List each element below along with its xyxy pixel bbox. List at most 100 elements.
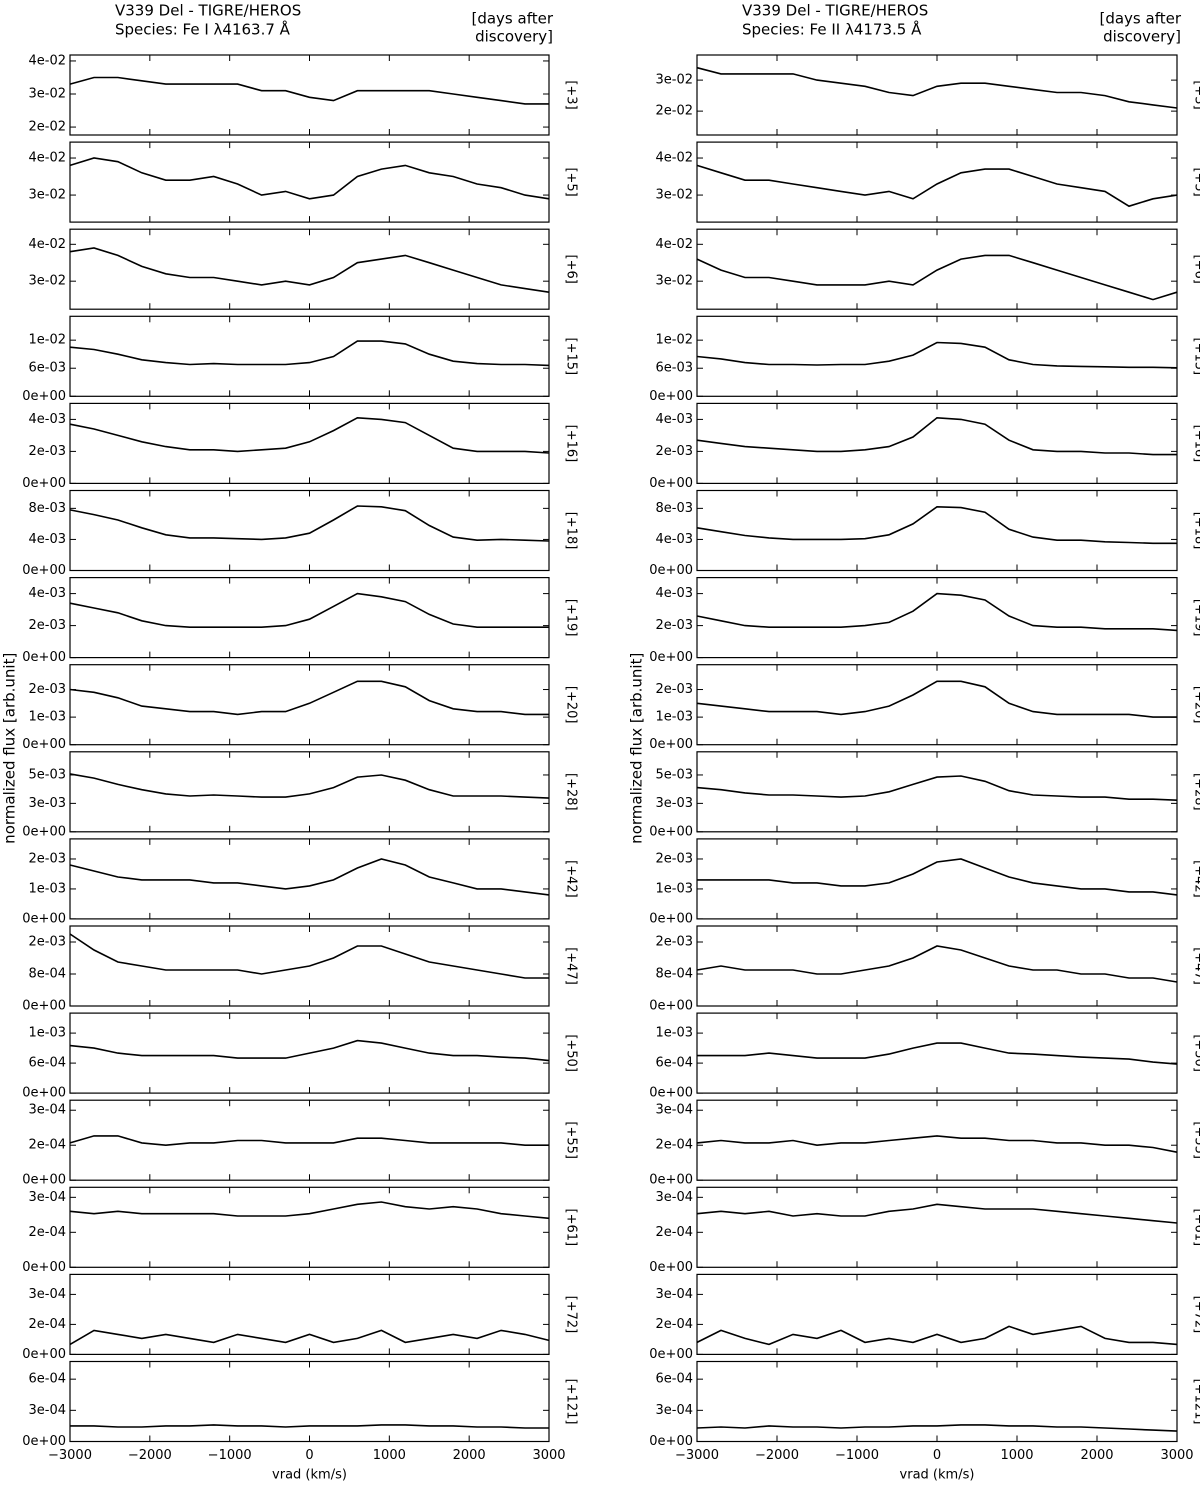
panel-label: [+6] [1192, 255, 1200, 284]
panel-label: [+3] [1192, 80, 1200, 109]
panel-label: [+121] [1192, 1379, 1200, 1425]
y-tick-label: 1e-02 [28, 333, 66, 348]
spectrum-line [697, 507, 1177, 544]
spectrum-line [70, 248, 549, 292]
title: V339 Del - TIGRE/HEROS [742, 2, 928, 20]
y-tick-label: 0e+00 [649, 1173, 693, 1188]
y-tick-label: 0e+00 [22, 999, 66, 1014]
y-tick-label: 8e-03 [28, 501, 66, 516]
y-tick-label: 3e-04 [28, 1287, 66, 1302]
y-tick-label: 3e-02 [28, 188, 66, 203]
y-tick-label: 0e+00 [649, 1434, 693, 1449]
y-tick-label: 2e-03 [28, 618, 66, 633]
panel-label: [+16] [564, 425, 579, 463]
annotation: [days after [471, 10, 553, 28]
panel-frame [697, 1362, 1177, 1442]
panel-frame [70, 491, 549, 571]
panel-frame [697, 578, 1177, 658]
y-tick-label: 3e-04 [655, 1287, 693, 1302]
y-tick-label: 0e+00 [22, 650, 66, 665]
y-tick-label: 6e-04 [28, 1372, 66, 1387]
spectrum-line [70, 341, 549, 365]
title: V339 Del - TIGRE/HEROS [115, 2, 301, 20]
y-tick-label: 0e+00 [22, 737, 66, 752]
y-tick-label: 3e-04 [655, 1403, 693, 1418]
y-tick-label: 3e-02 [28, 87, 66, 102]
x-tick-label: 1000 [373, 1448, 406, 1463]
panel-label: [+16] [1192, 425, 1200, 463]
panel-frame [697, 403, 1177, 483]
y-tick-label: 4e-02 [28, 53, 66, 68]
y-tick-label: 2e-04 [655, 1138, 693, 1153]
y-tick-label: 6e-04 [655, 1372, 693, 1387]
panel-frame [70, 1187, 549, 1267]
panel-label: [+20] [564, 686, 579, 724]
y-tick-label: 2e-02 [655, 104, 693, 119]
panel-frame [697, 1187, 1177, 1267]
y-tick-label: 0e+00 [22, 1434, 66, 1449]
panel-frame [697, 752, 1177, 832]
y-tick-label: 6e-04 [655, 1056, 693, 1071]
x-tick-label: −3000 [675, 1448, 719, 1463]
y-axis-label: normalized flux [arb.unit] [628, 653, 646, 844]
panel-frame [697, 142, 1177, 222]
panel-frame [697, 491, 1177, 571]
y-tick-label: 1e-03 [28, 710, 66, 725]
y-tick-label: 2e-04 [28, 1225, 66, 1240]
y-tick-label: 0e+00 [22, 1086, 66, 1101]
y-tick-label: 0e+00 [649, 389, 693, 404]
panel-frame [697, 229, 1177, 309]
spectrum-line [697, 1043, 1177, 1064]
y-tick-label: 2e-02 [28, 120, 66, 135]
panel-frame [70, 142, 549, 222]
spectrum-line [697, 946, 1177, 982]
panel-label: [+50] [1192, 1034, 1200, 1072]
panel-frame [70, 1274, 549, 1354]
x-tick-label: 0 [305, 1448, 313, 1463]
x-tick-label: 2000 [453, 1448, 486, 1463]
panel-frame [70, 55, 549, 135]
panel-label: [+55] [1192, 1121, 1200, 1159]
y-tick-label: 3e-04 [655, 1190, 693, 1205]
spectrum-line [697, 343, 1177, 368]
y-tick-label: 0e+00 [649, 824, 693, 839]
panel-label: [+50] [564, 1034, 579, 1072]
panel-frame [697, 665, 1177, 745]
subtitle: Species: Fe I λ4163.7 Å [115, 20, 291, 39]
y-tick-label: 0e+00 [649, 999, 693, 1014]
y-tick-label: 1e-03 [655, 881, 693, 896]
y-tick-label: 6e-04 [28, 1056, 66, 1071]
y-tick-label: 4e-03 [655, 412, 693, 427]
panel-label: [+61] [1192, 1209, 1200, 1247]
panel-frame [697, 1274, 1177, 1354]
y-tick-label: 2e-03 [28, 851, 66, 866]
panel-frame [70, 316, 549, 396]
y-tick-label: 1e-03 [655, 710, 693, 725]
spectrum-line [70, 78, 549, 104]
x-tick-label: 3000 [1160, 1448, 1193, 1463]
y-tick-label: 4e-03 [28, 532, 66, 547]
y-tick-label: 2e-04 [28, 1317, 66, 1332]
y-tick-label: 4e-02 [28, 237, 66, 252]
spectrum-line [70, 506, 549, 541]
panel-label: [+3] [564, 80, 579, 109]
x-axis-label: vrad (km/s) [900, 1468, 975, 1483]
y-tick-label: 0e+00 [22, 476, 66, 491]
y-tick-label: 2e-04 [28, 1138, 66, 1153]
y-tick-label: 0e+00 [649, 737, 693, 752]
panel-label: [+47] [564, 947, 579, 985]
panel-frame [70, 1362, 549, 1442]
y-tick-label: 3e-02 [28, 274, 66, 289]
panel-label: [+20] [1192, 686, 1200, 724]
x-tick-label: −3000 [48, 1448, 92, 1463]
spectrum-line [697, 1136, 1177, 1152]
panel-label: [+72] [1192, 1296, 1200, 1334]
spectrum-line [697, 1425, 1177, 1431]
spectrum-line [697, 68, 1177, 108]
panel-label: [+6] [564, 255, 579, 284]
spectrum-line [70, 859, 549, 895]
y-tick-label: 4e-02 [655, 237, 693, 252]
y-tick-label: 3e-04 [28, 1103, 66, 1118]
panel-label: [+47] [1192, 947, 1200, 985]
x-tick-label: 2000 [1080, 1448, 1113, 1463]
